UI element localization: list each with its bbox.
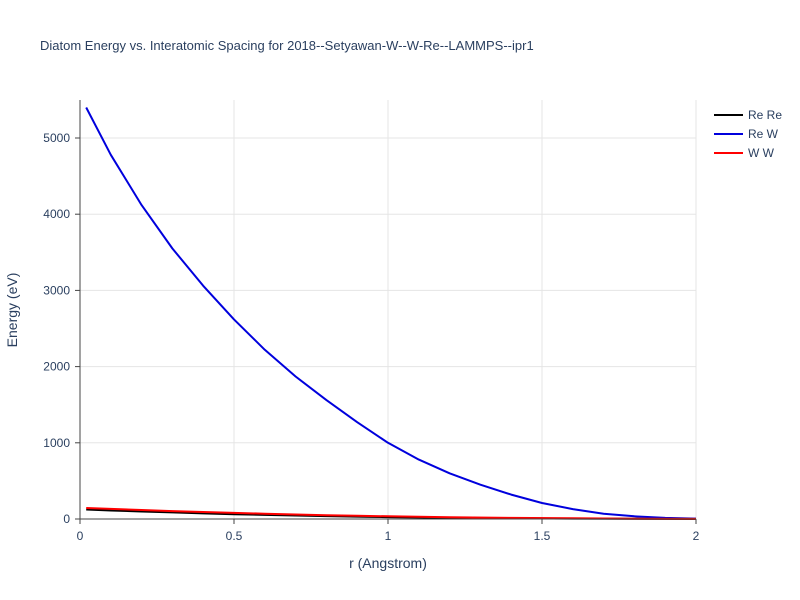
x-axis-title: r (Angstrom) (349, 555, 427, 571)
y-tick-label: 2000 (43, 360, 70, 374)
axes (75, 100, 697, 524)
x-tick-label: 2 (693, 529, 700, 543)
grid (80, 100, 697, 520)
x-tick-label: 1 (385, 529, 392, 543)
x-tick-label: 1.5 (534, 529, 551, 543)
y-tick-label: 3000 (43, 283, 70, 297)
y-tick-label: 4000 (43, 207, 70, 221)
legend-item-w-w[interactable]: W W (714, 146, 775, 160)
legend: Re Re Re W W W (714, 108, 782, 160)
y-tick-label: 0 (63, 512, 70, 526)
y-tick-label: 5000 (43, 131, 70, 145)
legend-label: Re W (748, 127, 779, 141)
legend-label: W W (748, 146, 775, 160)
legend-item-re-w[interactable]: Re W (714, 127, 779, 141)
y-tick-label: 1000 (43, 436, 70, 450)
tick-labels: 0 0.5 1 1.5 2 0 1000 2000 3000 4000 5000 (43, 131, 699, 543)
series-line-re-w (85, 107, 697, 520)
y-axis-title: Energy (eV) (4, 273, 20, 348)
x-tick-label: 0 (77, 529, 84, 543)
chart-title: Diatom Energy vs. Interatomic Spacing fo… (40, 38, 534, 53)
legend-label: Re Re (748, 108, 782, 122)
legend-item-re-re[interactable]: Re Re (714, 108, 782, 122)
x-tick-label: 0.5 (226, 529, 243, 543)
series-line-w-w (86, 507, 697, 520)
series-layer (85, 107, 697, 520)
